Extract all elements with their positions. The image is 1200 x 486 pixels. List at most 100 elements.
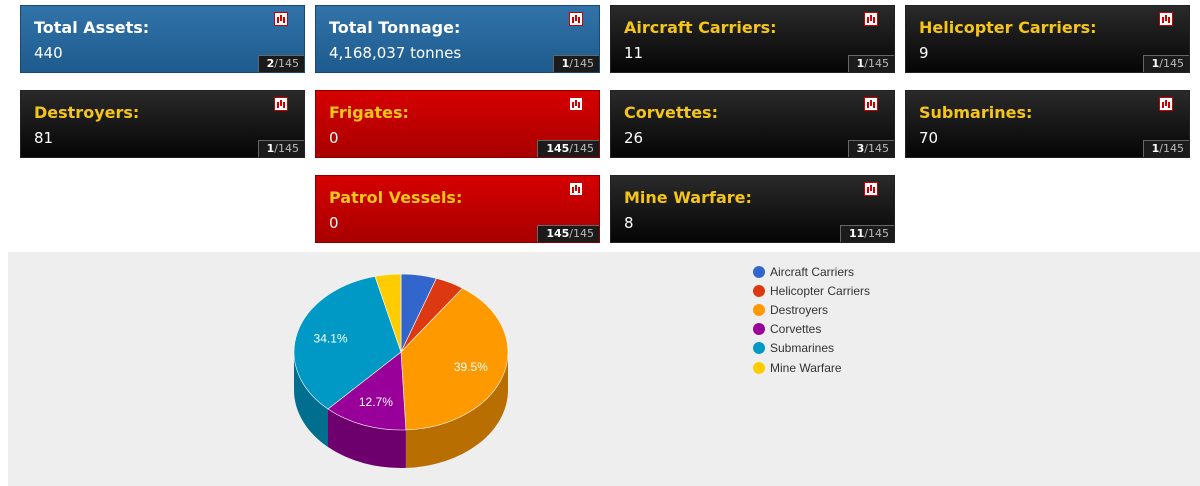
card-value: 440 (34, 44, 63, 62)
pie-slice-submarines[interactable] (293, 275, 402, 410)
rank-total: /145 (569, 142, 594, 155)
rank-badge: 145/145 (537, 140, 599, 157)
pie-slice-destroyers[interactable] (400, 287, 509, 431)
rank-total: /145 (274, 142, 299, 155)
rank-badge: 145/145 (537, 225, 599, 242)
rank-value: 2 (266, 57, 275, 70)
rank-badge: 11/145 (839, 225, 894, 242)
rank-badge: 1/145 (847, 55, 894, 72)
bar-chart-icon[interactable] (864, 182, 878, 196)
rank-value: 3 (856, 142, 865, 155)
legend-swatch (753, 361, 765, 374)
rank-value: 1 (561, 57, 570, 70)
card-label: Submarines: (919, 103, 1033, 122)
rank-value: 1 (1151, 142, 1160, 155)
rank-total: /145 (1159, 142, 1184, 155)
stat-card-submarines: Submarines: 70 1/145 (905, 90, 1190, 158)
rank-value: 145 (546, 142, 570, 155)
pie-side-corvettes (327, 409, 406, 468)
card-label: Total Assets: (34, 18, 150, 37)
bar-chart-icon[interactable] (569, 12, 583, 26)
legend-swatch (753, 342, 765, 355)
rank-total: /145 (274, 57, 299, 70)
card-value: 8 (624, 214, 634, 232)
pie-side-submarines (294, 352, 328, 448)
bar-chart-icon[interactable] (274, 97, 288, 111)
card-label: Total Tonnage: (329, 18, 461, 37)
legend-swatch (753, 323, 765, 336)
pie-side-destroyers (405, 352, 508, 468)
bar-chart-icon[interactable] (274, 12, 288, 26)
legend-item-aircraft-carriers[interactable]: Aircraft Carriers (753, 262, 870, 281)
legend-label: Mine Warfare (770, 360, 842, 375)
stat-card-frigates: Frigates: 0 145/145 (315, 90, 600, 158)
card-label: Aircraft Carriers: (624, 18, 777, 37)
pie-slice-mine-warfare[interactable] (374, 273, 402, 353)
rank-badge: 3/145 (847, 140, 894, 157)
legend-label: Destroyers (770, 302, 829, 317)
card-label: Mine Warfare: (624, 188, 752, 207)
card-label: Helicopter Carriers: (919, 18, 1097, 37)
legend-item-corvettes[interactable]: Corvettes (753, 320, 870, 339)
card-value: 11 (624, 44, 644, 62)
bar-chart-icon[interactable] (864, 97, 878, 111)
card-label: Frigates: (329, 103, 409, 122)
chart-panel: 39.5% 12.7% 34.1% Aircraft Carriers Helicop… (8, 252, 1200, 486)
pie-slice-corvettes[interactable] (327, 351, 407, 431)
legend-label: Helicopter Carriers (770, 283, 871, 298)
stat-card-mine-warfare: Mine Warfare: 8 11/145 (610, 175, 895, 243)
legend-swatch (753, 265, 765, 278)
rank-total: /145 (864, 57, 889, 70)
stat-card-helicopter-carriers: Helicopter Carriers: 9 1/145 (905, 5, 1190, 73)
card-label: Destroyers: (34, 103, 140, 122)
stat-card-patrol-vessels: Patrol Vessels: 0 145/145 (315, 175, 600, 243)
pie-data-label: 34.1% (314, 332, 348, 346)
card-label: Corvettes: (624, 103, 718, 122)
rank-value: 1 (266, 142, 275, 155)
legend-label: Submarines (770, 341, 835, 356)
pie-chart: 39.5% 12.7% 34.1% (293, 273, 509, 468)
legend-item-helicopter-carriers[interactable]: Helicopter Carriers (753, 281, 870, 300)
rank-badge: 2/145 (257, 55, 304, 72)
legend-swatch (753, 284, 765, 297)
rank-value: 11 (848, 227, 865, 240)
chart-legend: Aircraft Carriers Helicopter Carriers Dest… (753, 262, 870, 377)
rank-badge: 1/145 (552, 55, 599, 72)
rank-total: /145 (1159, 57, 1184, 70)
card-value: 0 (329, 129, 339, 147)
stat-card-aircraft-carriers: Aircraft Carriers: 11 1/145 (610, 5, 895, 73)
pie-data-label: 12.7% (359, 395, 393, 409)
rank-total: /145 (569, 227, 594, 240)
rank-value: 1 (856, 57, 865, 70)
legend-item-mine-warfare[interactable]: Mine Warfare (753, 358, 870, 377)
rank-badge: 1/145 (1142, 55, 1189, 72)
legend-label: Corvettes (770, 322, 822, 337)
rank-value: 1 (1151, 57, 1160, 70)
bar-chart-icon[interactable] (569, 97, 583, 111)
legend-item-destroyers[interactable]: Destroyers (753, 300, 870, 319)
rank-total: /145 (864, 227, 889, 240)
rank-badge: 1/145 (1142, 140, 1189, 157)
bar-chart-icon[interactable] (1159, 12, 1173, 26)
stat-card-total-assets: Total Assets: 440 2/145 (20, 5, 305, 73)
card-value: 9 (919, 44, 929, 62)
bar-chart-icon[interactable] (569, 182, 583, 196)
bar-chart-icon[interactable] (1159, 97, 1173, 111)
bar-chart-icon[interactable] (864, 12, 878, 26)
rank-value: 145 (546, 227, 570, 240)
stat-card-corvettes: Corvettes: 26 3/145 (610, 90, 895, 158)
card-value: 0 (329, 214, 339, 232)
card-label: Patrol Vessels: (329, 188, 463, 207)
card-value: 4,168,037 tonnes (329, 44, 462, 62)
rank-total: /145 (569, 57, 594, 70)
stat-card-total-tonnage: Total Tonnage: 4,168,037 tonnes 1/145 (315, 5, 600, 73)
rank-total: /145 (864, 142, 889, 155)
legend-label: Aircraft Carriers (770, 264, 855, 279)
legend-swatch (753, 303, 765, 316)
card-value: 70 (919, 129, 939, 147)
rank-badge: 1/145 (257, 140, 304, 157)
pie-data-label: 39.5% (454, 360, 488, 374)
stat-card-destroyers: Destroyers: 81 1/145 (20, 90, 305, 158)
card-value: 26 (624, 129, 644, 147)
legend-item-submarines[interactable]: Submarines (753, 339, 870, 358)
